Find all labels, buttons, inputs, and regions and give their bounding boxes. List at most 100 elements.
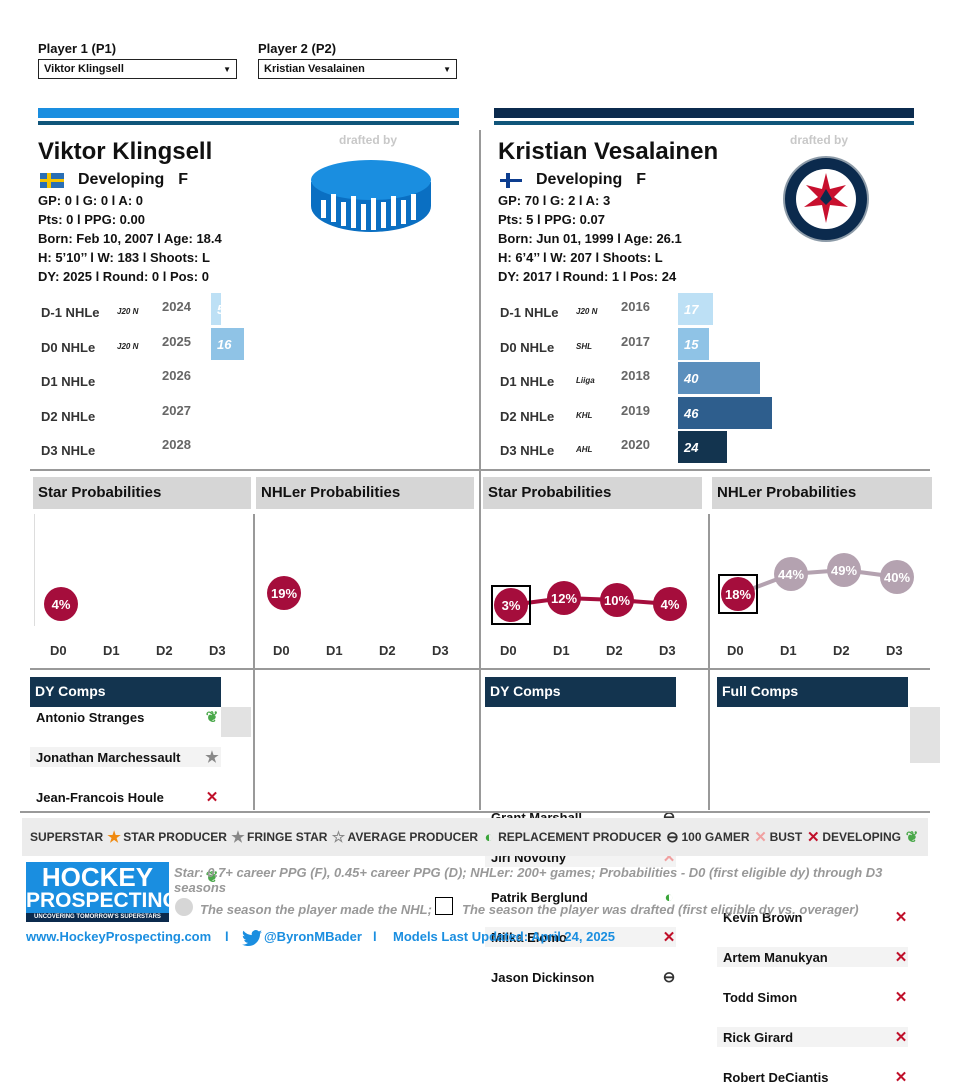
nhle-row-label: D2 NHLe xyxy=(41,409,96,424)
star-orange-icon: ★ xyxy=(107,829,121,846)
comp-row[interactable]: Patrik Berglund ◐ xyxy=(485,887,676,907)
league-logo-icon: J20 N xyxy=(576,301,597,319)
p1-stats: GP: 0 l G: 0 l A: 0 Pts: 0 l PPG: 0.00 B… xyxy=(38,191,222,286)
league-logo-icon: SHL xyxy=(576,336,592,354)
p1-name: Viktor Klingsell xyxy=(38,138,213,165)
nhle-year: 2028 xyxy=(162,437,191,452)
p2-status-row: Developing F xyxy=(500,171,646,189)
nhle-row-label: D-1 NHLe xyxy=(500,305,559,320)
p1-player-select[interactable]: Viktor Klingsell ▼ xyxy=(38,59,237,79)
nhle-row-label: D3 NHLe xyxy=(500,443,555,458)
prob-axis-label: D0 xyxy=(500,643,517,658)
x-icon: ✕ xyxy=(894,909,908,926)
x-icon: ✕ xyxy=(205,789,219,806)
comp-name: Artem Manukyan xyxy=(723,949,828,965)
legend-item: AVERAGE PRODUCER ◐ xyxy=(347,828,497,846)
p2-stat-line: Pts: 5 l PPG: 0.07 xyxy=(498,212,605,227)
p1-stat-line: H: 5’10’’ l W: 183 l Shoots: L xyxy=(38,250,210,265)
nhle-year: 2026 xyxy=(162,368,191,383)
league-name: J20 N xyxy=(576,307,598,316)
comp-row[interactable]: Jean-Francois Houle ✕ xyxy=(30,787,221,807)
logo-tagline: UNCOVERING TOMORROW'S SUPERSTARS xyxy=(26,913,169,922)
x-icon: ✕ xyxy=(894,1029,908,1046)
x-icon: ✕ xyxy=(662,929,676,946)
comp-row[interactable]: Antonio Stranges ❦ xyxy=(30,707,221,727)
comp-row[interactable]: Robert DeCiantis ✕ xyxy=(717,1067,908,1087)
legend-label: AVERAGE PRODUCER xyxy=(347,830,479,844)
footer-separator: l xyxy=(225,929,229,944)
prob-axis-label: D1 xyxy=(326,643,343,658)
p2-accent-line xyxy=(494,121,914,125)
logo-line1: HOCKEY xyxy=(41,862,154,892)
prob-axis-label: D3 xyxy=(209,643,226,658)
prob-axis-label: D3 xyxy=(659,643,676,658)
prob-bubble: 44% xyxy=(774,557,808,591)
legend-label: BUST xyxy=(769,830,803,844)
p2-star-prob-header: Star Probabilities xyxy=(483,477,702,509)
made-nhl-note: The season the player made the NHL; xyxy=(200,902,432,917)
prob-axis-label: D1 xyxy=(553,643,570,658)
comp-row[interactable]: Kevin Brown ✕ xyxy=(717,907,908,927)
website-link[interactable]: www.HockeyProspecting.com xyxy=(26,929,212,944)
league-logo-icon: KHL xyxy=(576,405,592,423)
nhle-year: 2018 xyxy=(621,368,650,383)
panel-gridline xyxy=(34,514,35,626)
comp-row[interactable]: Miika Elomo ✕ xyxy=(485,927,676,947)
league-logo-icon: Liiga xyxy=(576,370,595,388)
nhle-bar: 46 xyxy=(678,397,773,429)
legend-label: FRINGE STAR xyxy=(247,830,328,844)
p1-position: F xyxy=(178,171,189,188)
legend-bar: SUPERSTAR ★ STAR PRODUCER ★ FRINGE STAR ☆ AVER… xyxy=(22,818,928,856)
star-grey-icon: ★ xyxy=(231,829,245,846)
p1-star-prob-header: Star Probabilities xyxy=(33,477,251,509)
league-name: AHL xyxy=(576,445,593,454)
comp-row[interactable]: Artem Manukyan ✕ xyxy=(717,947,908,967)
comp-row[interactable]: Jonathan Marchessault ★ xyxy=(30,747,221,767)
legend-label: DEVELOPING xyxy=(822,830,901,844)
league-name: SHL xyxy=(576,342,592,351)
prob-axis-label: D2 xyxy=(833,643,850,658)
sweden-flag-icon xyxy=(40,172,64,188)
comp-name: Jonathan Marchessault xyxy=(36,749,181,765)
comp-name: Kevin Brown xyxy=(723,909,803,925)
legend-label: SUPERSTAR xyxy=(30,830,104,844)
legend-item: REPLACEMENT PRODUCER ⊖ xyxy=(498,829,680,846)
logo-line2: PROSPECTING xyxy=(26,889,179,912)
chevron-down-icon: ▼ xyxy=(223,64,231,74)
x-icon: ✕ xyxy=(894,989,908,1006)
prob-axis-label: D3 xyxy=(432,643,449,658)
nhle-bar: 24 xyxy=(678,431,728,463)
prob-axis-label: D2 xyxy=(379,643,396,658)
p2-nhl-prob-header: NHLer Probabilities xyxy=(712,477,932,509)
nhle-row-label: D2 NHLe xyxy=(500,409,555,424)
league-logo-icon: J20 N xyxy=(117,301,138,319)
p2-accent-bar xyxy=(494,108,914,118)
comp-row[interactable]: Rick Girard ✕ xyxy=(717,1027,908,1047)
legend-item: BUST ✕ xyxy=(769,829,822,846)
nhle-bar: 17 xyxy=(678,293,713,325)
puck-logo-icon xyxy=(311,160,431,232)
drafted-season-box xyxy=(718,574,758,614)
league-logo-icon: J20 N xyxy=(117,336,138,354)
league-name: Liiga xyxy=(576,376,595,385)
scroll-indicator xyxy=(221,707,251,737)
p2-player-select[interactable]: Kristian Vesalainen ▼ xyxy=(258,59,457,79)
minus-circle-icon: ⊖ xyxy=(666,829,679,846)
prob-axis-label: D1 xyxy=(780,643,797,658)
models-updated: Models Last Updated: April 24, 2025 xyxy=(393,929,616,944)
nhle-bar: 40 xyxy=(678,362,760,394)
legend-label: 100 GAMER xyxy=(681,830,750,844)
panel-divider xyxy=(253,514,255,810)
twitter-handle-link[interactable]: @ByronMBader xyxy=(264,929,362,944)
prob-axis-label: D3 xyxy=(886,643,903,658)
x-icon: ✕ xyxy=(894,949,908,966)
prob-axis-label: D0 xyxy=(727,643,744,658)
half-circle-icon: ◐ xyxy=(484,828,494,846)
prob-bubble: 40% xyxy=(880,560,914,594)
nhle-value: 16 xyxy=(217,336,232,352)
twitter-bird-icon xyxy=(242,930,262,951)
comp-row[interactable]: Jason Dickinson ⊖ xyxy=(485,967,676,987)
p2-name: Kristian Vesalainen xyxy=(498,138,719,165)
star-grey-icon: ★ xyxy=(205,749,219,766)
comp-row[interactable]: Todd Simon ✕ xyxy=(717,987,908,1007)
